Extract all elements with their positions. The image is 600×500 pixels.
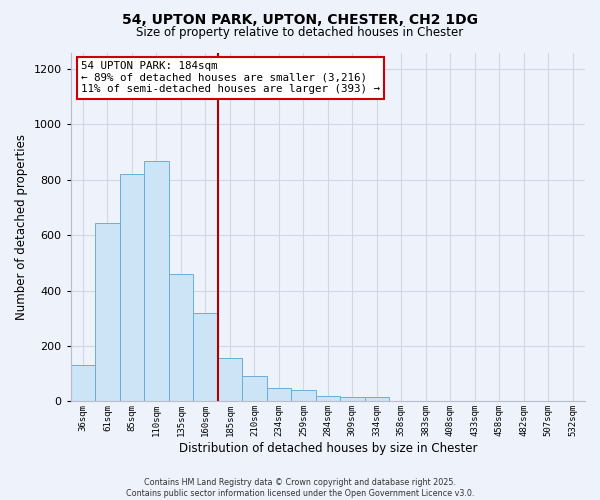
Bar	[340, 397, 365, 402]
Bar	[193, 313, 218, 402]
Bar	[291, 390, 316, 402]
X-axis label: Distribution of detached houses by size in Chester: Distribution of detached houses by size …	[179, 442, 477, 455]
Text: 54, UPTON PARK, UPTON, CHESTER, CH2 1DG: 54, UPTON PARK, UPTON, CHESTER, CH2 1DG	[122, 12, 478, 26]
Bar	[169, 274, 193, 402]
Text: Contains HM Land Registry data © Crown copyright and database right 2025.
Contai: Contains HM Land Registry data © Crown c…	[126, 478, 474, 498]
Bar	[242, 376, 266, 402]
Text: 54 UPTON PARK: 184sqm
← 89% of detached houses are smaller (3,216)
11% of semi-d: 54 UPTON PARK: 184sqm ← 89% of detached …	[81, 61, 380, 94]
Bar	[71, 364, 95, 402]
Bar	[119, 174, 144, 402]
Bar	[365, 397, 389, 402]
Text: Size of property relative to detached houses in Chester: Size of property relative to detached ho…	[136, 26, 464, 39]
Bar	[316, 396, 340, 402]
Bar	[144, 161, 169, 402]
Bar	[95, 223, 119, 402]
Bar	[218, 358, 242, 402]
Bar	[266, 388, 291, 402]
Y-axis label: Number of detached properties: Number of detached properties	[15, 134, 28, 320]
